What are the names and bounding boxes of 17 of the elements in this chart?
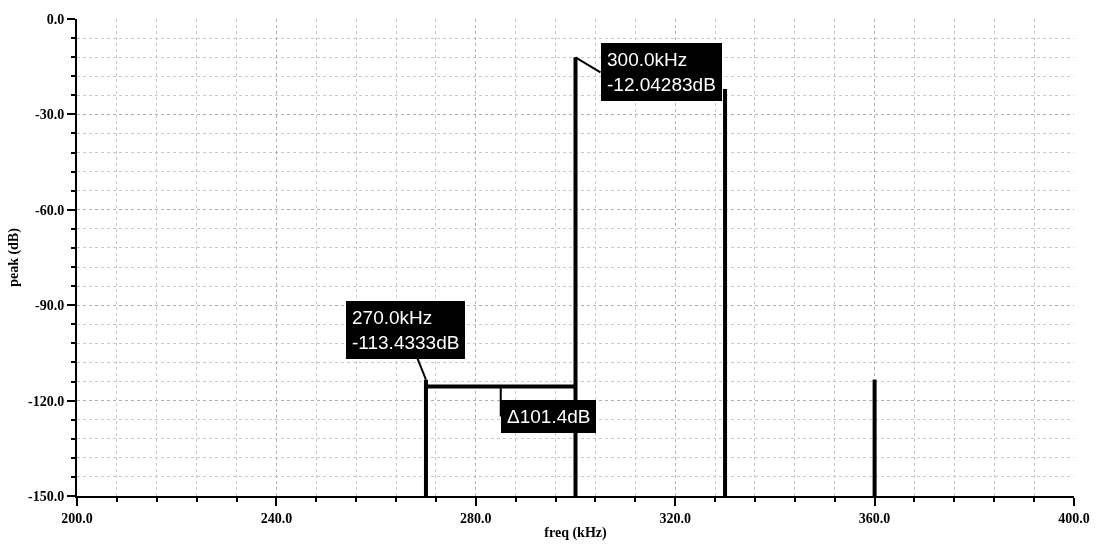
x-axis-title: freq (kHz) [544,524,607,541]
y-tick-label: -60.0 [35,202,65,218]
y-tick-label: -150.0 [28,488,65,504]
annotation: 270.0kHz -113.4333dB [352,307,460,353]
y-tick-label: -120.0 [28,393,65,409]
x-tick-label: 280.0 [460,510,492,526]
y-tick-label: 0.0 [46,11,65,27]
x-tick-label: 200.0 [61,510,93,526]
x-tick-label: 240.0 [260,510,293,526]
annotation: 300.0kHz -12.04283dB [607,49,716,95]
y-tick-label: -90.0 [35,298,65,314]
x-tick-label: 400.0 [1058,510,1090,526]
x-tick-label: 360.0 [858,510,891,526]
x-tick-label: 320.0 [659,510,691,526]
annotation: Δ101.4dB [507,406,591,427]
y-tick-label: -30.0 [35,107,65,123]
y-axis-title: peak (dB) [6,227,23,287]
